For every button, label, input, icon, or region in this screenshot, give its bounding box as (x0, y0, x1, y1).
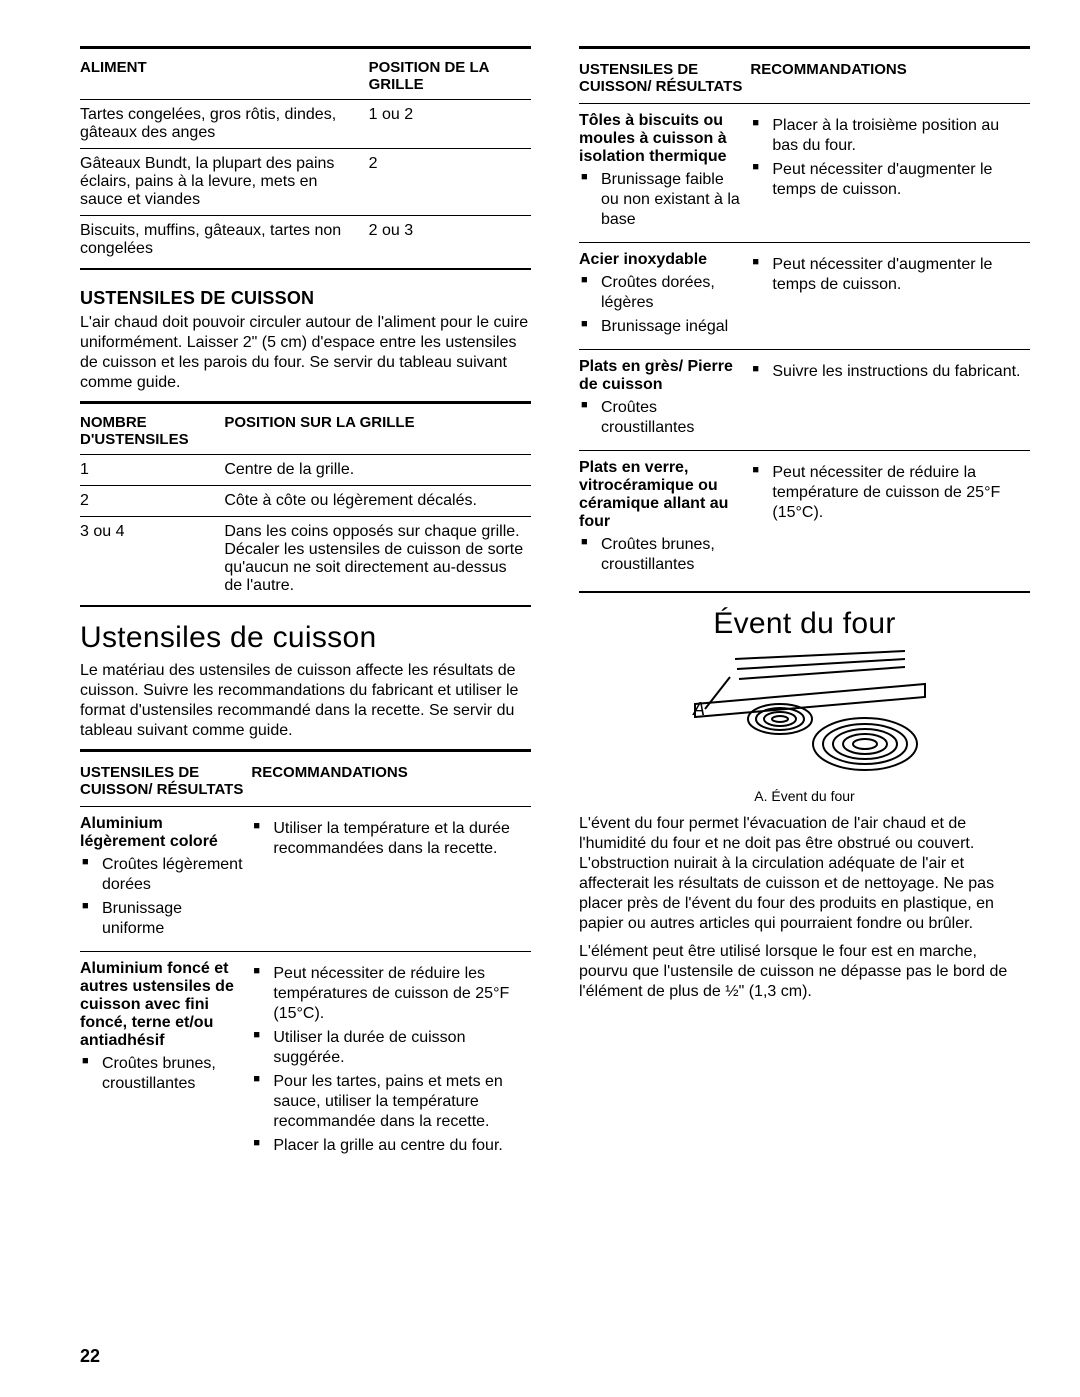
result-item: Croûtes dorées, légères (579, 273, 744, 313)
vent-paragraph-2: L'élément peut être utilisé lorsque le f… (579, 942, 1030, 1002)
rec-recommendation-cell: Peut nécessiter d'augmenter le temps de … (750, 243, 1030, 350)
rec-recommendation-cell: Peut nécessiter de réduire les températu… (251, 952, 531, 1169)
utensil-count-table: NOMBRE D'USTENSILES POSITION SUR LA GRIL… (80, 408, 531, 601)
table-cell: Biscuits, muffins, gâteaux, tartes non c… (80, 216, 369, 265)
th-rec-rec-r: RECOMMANDATIONS (750, 53, 1030, 104)
table-cell: Centre de la grille. (224, 455, 531, 486)
recommendation-item: Utiliser la durée de cuisson suggérée. (251, 1028, 525, 1068)
rec-utensil-cell: Tôles à biscuits ou moules à cuisson à i… (579, 104, 750, 243)
rec-utensil-cell: Aluminium foncé et autres ustensiles de … (80, 952, 251, 1169)
th-position-grille: POSITION SUR LA GRILLE (224, 408, 531, 455)
recommendation-item: Utiliser la température et la durée reco… (251, 819, 525, 859)
table-cell: 2 ou 3 (369, 216, 531, 265)
result-item: Brunissage inégal (579, 317, 744, 337)
oven-vent-diagram: A (579, 649, 1030, 784)
table-cell: 1 (80, 455, 224, 486)
rec-utensil-cell: Acier inoxydableCroûtes dorées, légèresB… (579, 243, 750, 350)
right-column: USTENSILES DE CUISSON/ RÉSULTATS RECOMMA… (579, 40, 1030, 1168)
result-item: Croûtes brunes, croustillantes (80, 1054, 245, 1094)
result-item: Brunissage faible ou non existant à la b… (579, 170, 744, 230)
result-item: Croûtes brunes, croustillantes (579, 535, 744, 575)
rec-utensil-cell: Aluminium légèrement coloréCroûtes légèr… (80, 807, 251, 952)
result-item: Croûtes légèrement dorées (80, 855, 245, 895)
table-cell: 1 ou 2 (369, 100, 531, 149)
result-item: Croûtes croustillantes (579, 398, 744, 438)
vent-paragraph-1: L'évent du four permet l'évacuation de l… (579, 814, 1030, 934)
vent-title: Évent du four (579, 607, 1030, 641)
recommendation-item: Placer à la troisième position au bas du… (750, 116, 1024, 156)
recommendation-item: Placer la grille au centre du four. (251, 1136, 525, 1156)
table-cell: Gâteaux Bundt, la plupart des pains écla… (80, 149, 369, 216)
rec-table-right: USTENSILES DE CUISSON/ RÉSULTATS RECOMMA… (579, 53, 1030, 587)
diagram-label-a: A (692, 699, 705, 719)
ustensiles-heading: USTENSILES DE CUISSON (80, 288, 531, 309)
ustensiles-text: L'air chaud doit pouvoir circuler autour… (80, 313, 531, 393)
rec-recommendation-cell: Peut nécessiter de réduire la températur… (750, 451, 1030, 588)
th-aliment: ALIMENT (80, 53, 369, 100)
bakeware-title: Ustensiles de cuisson (80, 621, 531, 655)
table-cell: Côte à côte ou légèrement décalés. (224, 486, 531, 517)
table-cell: 2 (80, 486, 224, 517)
th-position: POSITION DE LA GRILLE (369, 53, 531, 100)
bakeware-text: Le matériau des ustensiles de cuisson af… (80, 661, 531, 741)
left-column: ALIMENT POSITION DE LA GRILLE Tartes con… (80, 40, 531, 1168)
table-cell: 2 (369, 149, 531, 216)
recommendation-item: Peut nécessiter d'augmenter le temps de … (750, 160, 1024, 200)
result-item: Brunissage uniforme (80, 899, 245, 939)
vent-caption: A. Évent du four (579, 788, 1030, 804)
rec-table-left: USTENSILES DE CUISSON/ RÉSULTATS RECOMMA… (80, 756, 531, 1168)
recommendation-item: Pour les tartes, pains et mets en sauce,… (251, 1072, 525, 1132)
rec-recommendation-cell: Utiliser la température et la durée reco… (251, 807, 531, 952)
rec-utensil-cell: Plats en grès/ Pierre de cuissonCroûtes … (579, 350, 750, 451)
recommendation-item: Peut nécessiter de réduire la températur… (750, 463, 1024, 523)
th-nombre: NOMBRE D'USTENSILES (80, 408, 224, 455)
th-rec-rec: RECOMMANDATIONS (251, 756, 531, 807)
rec-recommendation-cell: Suivre les instructions du fabricant. (750, 350, 1030, 451)
table-cell: Dans les coins opposés sur chaque grille… (224, 517, 531, 602)
rec-utensil-cell: Plats en verre, vitrocéramique ou cérami… (579, 451, 750, 588)
food-position-table: ALIMENT POSITION DE LA GRILLE Tartes con… (80, 53, 531, 264)
th-rec-ust-r: USTENSILES DE CUISSON/ RÉSULTATS (579, 53, 750, 104)
recommendation-item: Peut nécessiter de réduire les températu… (251, 964, 525, 1024)
table-cell: Tartes congelées, gros rôtis, dindes, gâ… (80, 100, 369, 149)
rec-recommendation-cell: Placer à la troisième position au bas du… (750, 104, 1030, 243)
th-rec-ust: USTENSILES DE CUISSON/ RÉSULTATS (80, 756, 251, 807)
table-cell: 3 ou 4 (80, 517, 224, 602)
recommendation-item: Peut nécessiter d'augmenter le temps de … (750, 255, 1024, 295)
page-number: 22 (80, 1346, 100, 1367)
recommendation-item: Suivre les instructions du fabricant. (750, 362, 1024, 382)
